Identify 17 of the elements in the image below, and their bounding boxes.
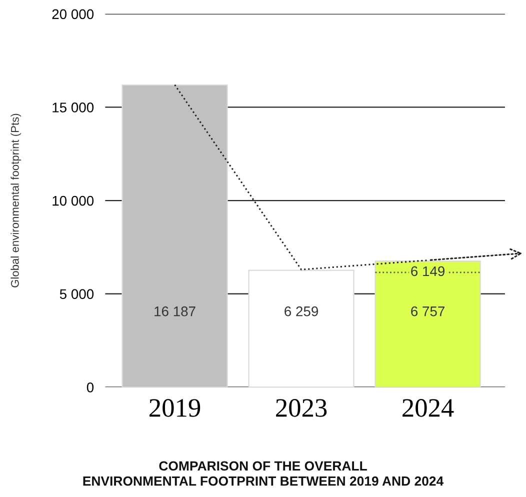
- y-tick-label: 20 000: [52, 9, 94, 20]
- bar: [122, 84, 228, 388]
- data-label: 16 187: [154, 306, 196, 316]
- x-tick-label: 2024: [402, 399, 454, 417]
- y-tick-label: 10 000: [52, 196, 94, 206]
- data-label: 6 757: [411, 306, 444, 316]
- ref-line-label: 6 149: [411, 266, 445, 276]
- bar: [374, 260, 481, 388]
- y-tick-label: 15 000: [52, 102, 94, 112]
- y-tick-label: 0: [86, 382, 94, 392]
- data-label: 6 259: [284, 306, 318, 316]
- y-axis-title: Global environmental footprint (Pts): [10, 114, 22, 288]
- y-tick-label: 5 000: [60, 289, 94, 300]
- text: COMPARISON OF THE OVERALL ENVIRONMENTAL FOOTPRINT BETWEEN 2019 AND 2024: [83, 461, 444, 486]
- x-tick-label: 2019: [150, 399, 200, 417]
- x-tick-label: 2023: [276, 399, 327, 417]
- bar: [248, 270, 354, 388]
